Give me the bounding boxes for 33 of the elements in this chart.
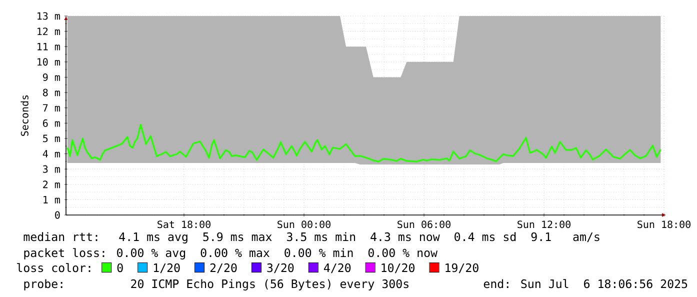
text: probe: 20 ICMP Echo Pings (56 Bytes) every 300s: [24, 279, 408, 290]
x-tick-label: Sun 00:00: [278, 220, 330, 228]
text: packet loss: 0.00 % avg 0.00 % max 0.00 % min 0.00 % now: [24, 248, 438, 260]
y-axis-title: Seconds: [20, 95, 28, 136]
legend-label: 0: [117, 263, 123, 272]
x-tick-label: Sun 18:00: [638, 220, 690, 228]
y-tick-label: 4 m: [42, 150, 60, 158]
x-tick-label: Sun 12:00: [518, 220, 570, 228]
text: median rtt: 4.1 ms avg 5.9 ms max 3.5 ms min 4.3 ms now 0.4 ms sd 9.1 am/s: [24, 232, 600, 244]
legend-title: loss color:: [17, 263, 90, 272]
legend-label: 3/20: [267, 263, 294, 274]
y-tick-label: 5 m: [43, 134, 60, 142]
line-series: [66, 124, 662, 162]
y-tick-label: 3 m: [43, 165, 60, 173]
y-tick-label: 10 m: [38, 58, 60, 66]
x-tick-label: Sun 06:00: [398, 220, 450, 228]
y-tick-label: 0: [55, 211, 60, 219]
legend-label: 1/20: [154, 263, 180, 274]
legend-label: 19/20: [446, 263, 478, 274]
legend-label: 4/20: [324, 263, 351, 274]
y-tick-label: 12 m: [38, 28, 60, 36]
y-tick-label: 8 m: [43, 88, 60, 96]
y-tick-label: 1 m: [44, 196, 60, 204]
y-tick-label: 11 m: [38, 42, 60, 50]
text: end: Sun Jul 6 18:06:56 2025: [484, 279, 688, 288]
legend-label: 10/20: [382, 263, 414, 274]
y-tick-label: 7 m: [43, 104, 60, 112]
legend-label: 2/20: [210, 263, 237, 274]
y-tick-label: 2 m: [43, 180, 60, 188]
y-tick-label: 6 m: [43, 119, 60, 127]
y-tick-label: 13 m: [38, 12, 60, 20]
y-tick-label: 9 m: [43, 73, 60, 82]
x-tick-label: Sat 18:00: [158, 220, 210, 228]
